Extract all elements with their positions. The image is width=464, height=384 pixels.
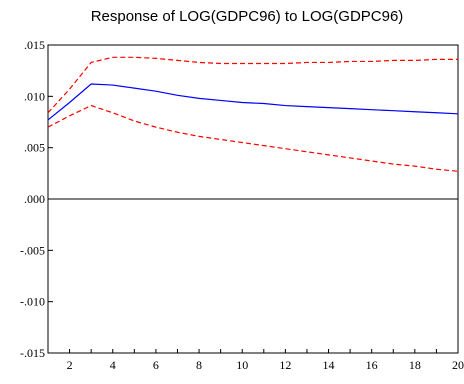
series-line-upper-band: [47, 56, 458, 114]
x-tick-label: 6: [153, 358, 159, 372]
x-axis: 2 4 6 8 10 12 14 16 18 20: [47, 349, 464, 372]
x-tick-label: 20: [452, 358, 464, 372]
x-tick-label: 12: [279, 358, 291, 372]
chart-title: Response of LOG(GDPC96) to LOG(GDPC96): [90, 8, 404, 25]
x-tick-label: 16: [366, 358, 378, 372]
x-tick-label: 8: [196, 358, 202, 372]
y-tick-label: -.005: [20, 243, 45, 257]
y-tick-label: .005: [24, 141, 45, 155]
x-tick-label: 10: [236, 358, 248, 372]
y-axis: .015 .010 .005 .000 -.005 -.010 -.015: [20, 38, 53, 360]
series-line-response: [47, 83, 459, 121]
y-tick-label: -.010: [20, 295, 45, 309]
series-layer: [47, 56, 459, 172]
x-tick-label: 14: [323, 358, 335, 372]
y-tick-label: .015: [24, 38, 45, 52]
x-tick-label: 18: [409, 358, 421, 372]
x-tick-label: 2: [67, 358, 73, 372]
y-tick-label: .010: [24, 89, 45, 103]
y-tick-label: .000: [24, 192, 45, 206]
y-tick-label: -.015: [20, 346, 45, 360]
x-tick-label: 4: [110, 358, 116, 372]
series-line-lower-band: [47, 104, 459, 172]
